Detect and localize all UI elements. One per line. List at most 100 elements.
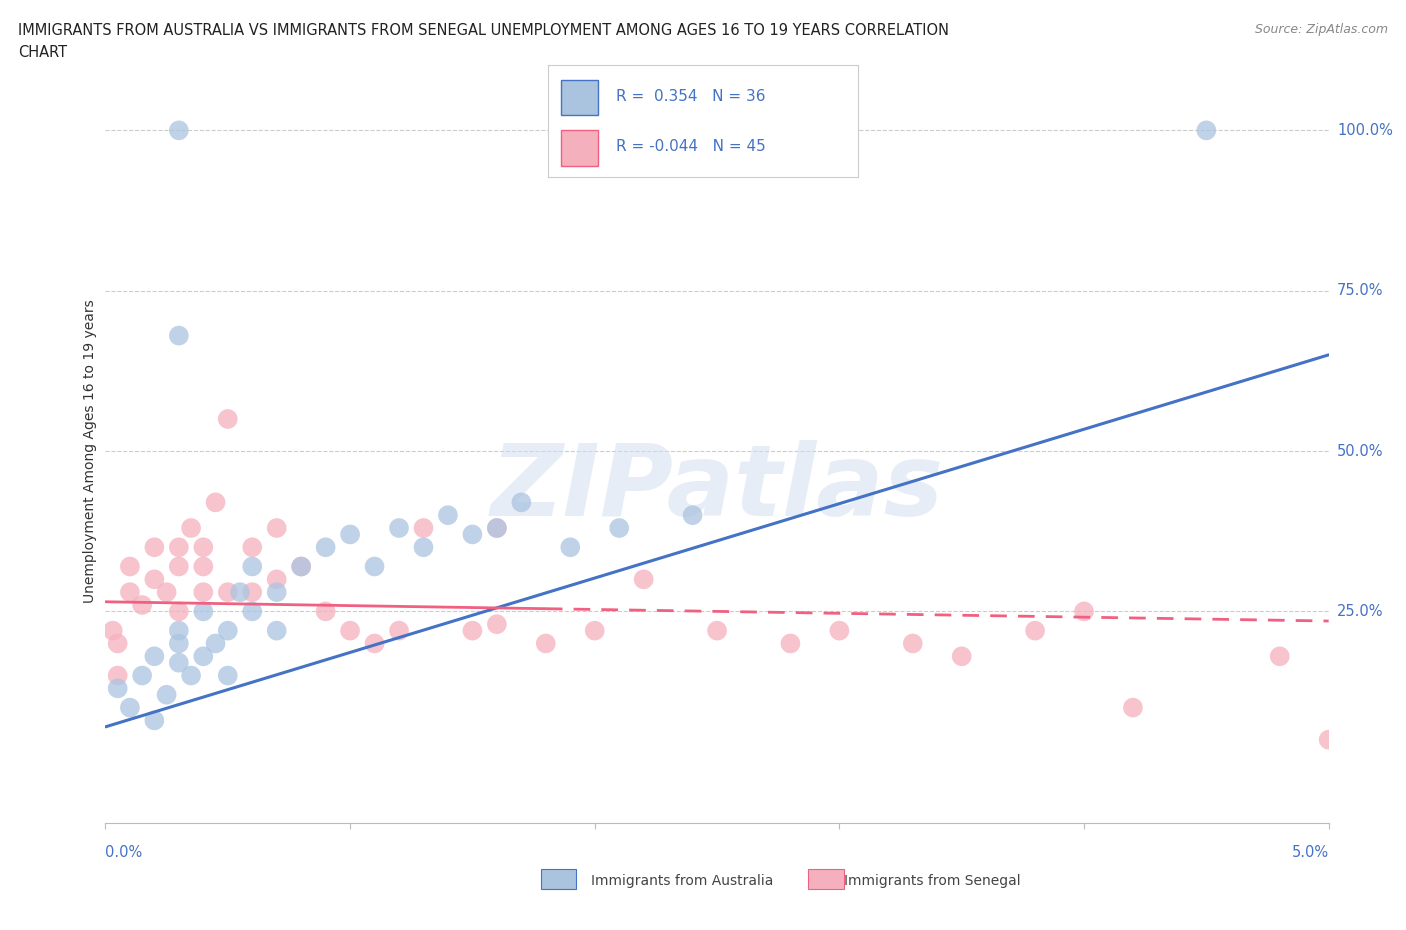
Text: 100.0%: 100.0% xyxy=(1337,123,1393,138)
Point xyxy=(607,521,630,536)
Point xyxy=(682,508,704,523)
Point xyxy=(167,123,190,138)
Point xyxy=(290,559,312,574)
Point xyxy=(193,649,215,664)
Point xyxy=(901,636,924,651)
Point xyxy=(437,508,460,523)
Point xyxy=(240,585,263,600)
Point xyxy=(706,623,728,638)
Point xyxy=(510,495,533,510)
Text: 5.0%: 5.0% xyxy=(1292,845,1329,860)
Point xyxy=(143,713,166,728)
FancyBboxPatch shape xyxy=(561,80,598,115)
FancyBboxPatch shape xyxy=(561,130,598,166)
Point xyxy=(315,539,337,554)
Point xyxy=(193,604,215,618)
Point xyxy=(240,559,263,574)
Point xyxy=(167,539,190,554)
Point xyxy=(485,521,508,536)
Point xyxy=(167,604,190,618)
Point xyxy=(485,521,508,536)
Point xyxy=(315,604,337,618)
Point xyxy=(167,328,190,343)
Point xyxy=(779,636,801,651)
Point xyxy=(107,636,129,651)
Point xyxy=(1073,604,1095,618)
Point xyxy=(339,527,361,542)
Text: 25.0%: 25.0% xyxy=(1337,604,1384,618)
Point xyxy=(461,527,484,542)
Point xyxy=(107,668,129,683)
Point xyxy=(204,495,226,510)
Point xyxy=(266,623,288,638)
Point xyxy=(217,668,239,683)
Point xyxy=(193,559,215,574)
Text: ZIPatlas: ZIPatlas xyxy=(491,440,943,537)
Point xyxy=(229,585,252,600)
Point xyxy=(180,668,202,683)
Point xyxy=(217,623,239,638)
Point xyxy=(143,539,166,554)
Point xyxy=(131,598,153,613)
Point xyxy=(240,604,263,618)
Point xyxy=(412,539,434,554)
Point xyxy=(266,585,288,600)
Point xyxy=(101,623,124,638)
Point xyxy=(167,656,190,671)
Point xyxy=(290,559,312,574)
Point xyxy=(240,539,263,554)
Point xyxy=(828,623,851,638)
Point xyxy=(143,572,166,587)
Point xyxy=(461,623,484,638)
Point xyxy=(167,636,190,651)
Point xyxy=(155,585,177,600)
Point xyxy=(217,585,239,600)
Point xyxy=(118,700,141,715)
Point xyxy=(118,585,141,600)
Text: CHART: CHART xyxy=(18,45,67,60)
Point xyxy=(193,585,215,600)
Text: 0.0%: 0.0% xyxy=(105,845,142,860)
Point xyxy=(266,521,288,536)
FancyBboxPatch shape xyxy=(808,869,844,889)
Point xyxy=(266,572,288,587)
Point xyxy=(363,636,385,651)
Point xyxy=(412,521,434,536)
Point xyxy=(950,649,973,664)
Point xyxy=(107,681,129,696)
Point xyxy=(167,559,190,574)
Text: Source: ZipAtlas.com: Source: ZipAtlas.com xyxy=(1254,23,1388,36)
Point xyxy=(204,636,226,651)
Text: Immigrants from Australia: Immigrants from Australia xyxy=(591,874,773,888)
Point xyxy=(143,649,166,664)
Point xyxy=(131,668,153,683)
Point xyxy=(633,572,655,587)
Point xyxy=(388,521,411,536)
Point xyxy=(485,617,508,631)
Point xyxy=(560,539,582,554)
Point xyxy=(363,559,385,574)
Point xyxy=(155,687,177,702)
Point xyxy=(167,623,190,638)
Point xyxy=(388,623,411,638)
Text: R =  0.354   N = 36: R = 0.354 N = 36 xyxy=(616,89,766,104)
Point xyxy=(118,559,141,574)
Point xyxy=(534,636,557,651)
Point xyxy=(339,623,361,638)
Point xyxy=(1195,123,1218,138)
Point xyxy=(1024,623,1046,638)
Y-axis label: Unemployment Among Ages 16 to 19 years: Unemployment Among Ages 16 to 19 years xyxy=(83,299,97,603)
Point xyxy=(1122,700,1144,715)
Point xyxy=(1317,732,1340,747)
Point xyxy=(1268,649,1291,664)
Point xyxy=(583,623,606,638)
Point xyxy=(217,412,239,427)
Point xyxy=(193,539,215,554)
Text: Immigrants from Senegal: Immigrants from Senegal xyxy=(844,874,1021,888)
Text: 75.0%: 75.0% xyxy=(1337,284,1384,299)
FancyBboxPatch shape xyxy=(541,869,576,889)
Text: 50.0%: 50.0% xyxy=(1337,444,1384,458)
Text: IMMIGRANTS FROM AUSTRALIA VS IMMIGRANTS FROM SENEGAL UNEMPLOYMENT AMONG AGES 16 : IMMIGRANTS FROM AUSTRALIA VS IMMIGRANTS … xyxy=(18,23,949,38)
Point xyxy=(180,521,202,536)
Text: R = -0.044   N = 45: R = -0.044 N = 45 xyxy=(616,140,766,154)
